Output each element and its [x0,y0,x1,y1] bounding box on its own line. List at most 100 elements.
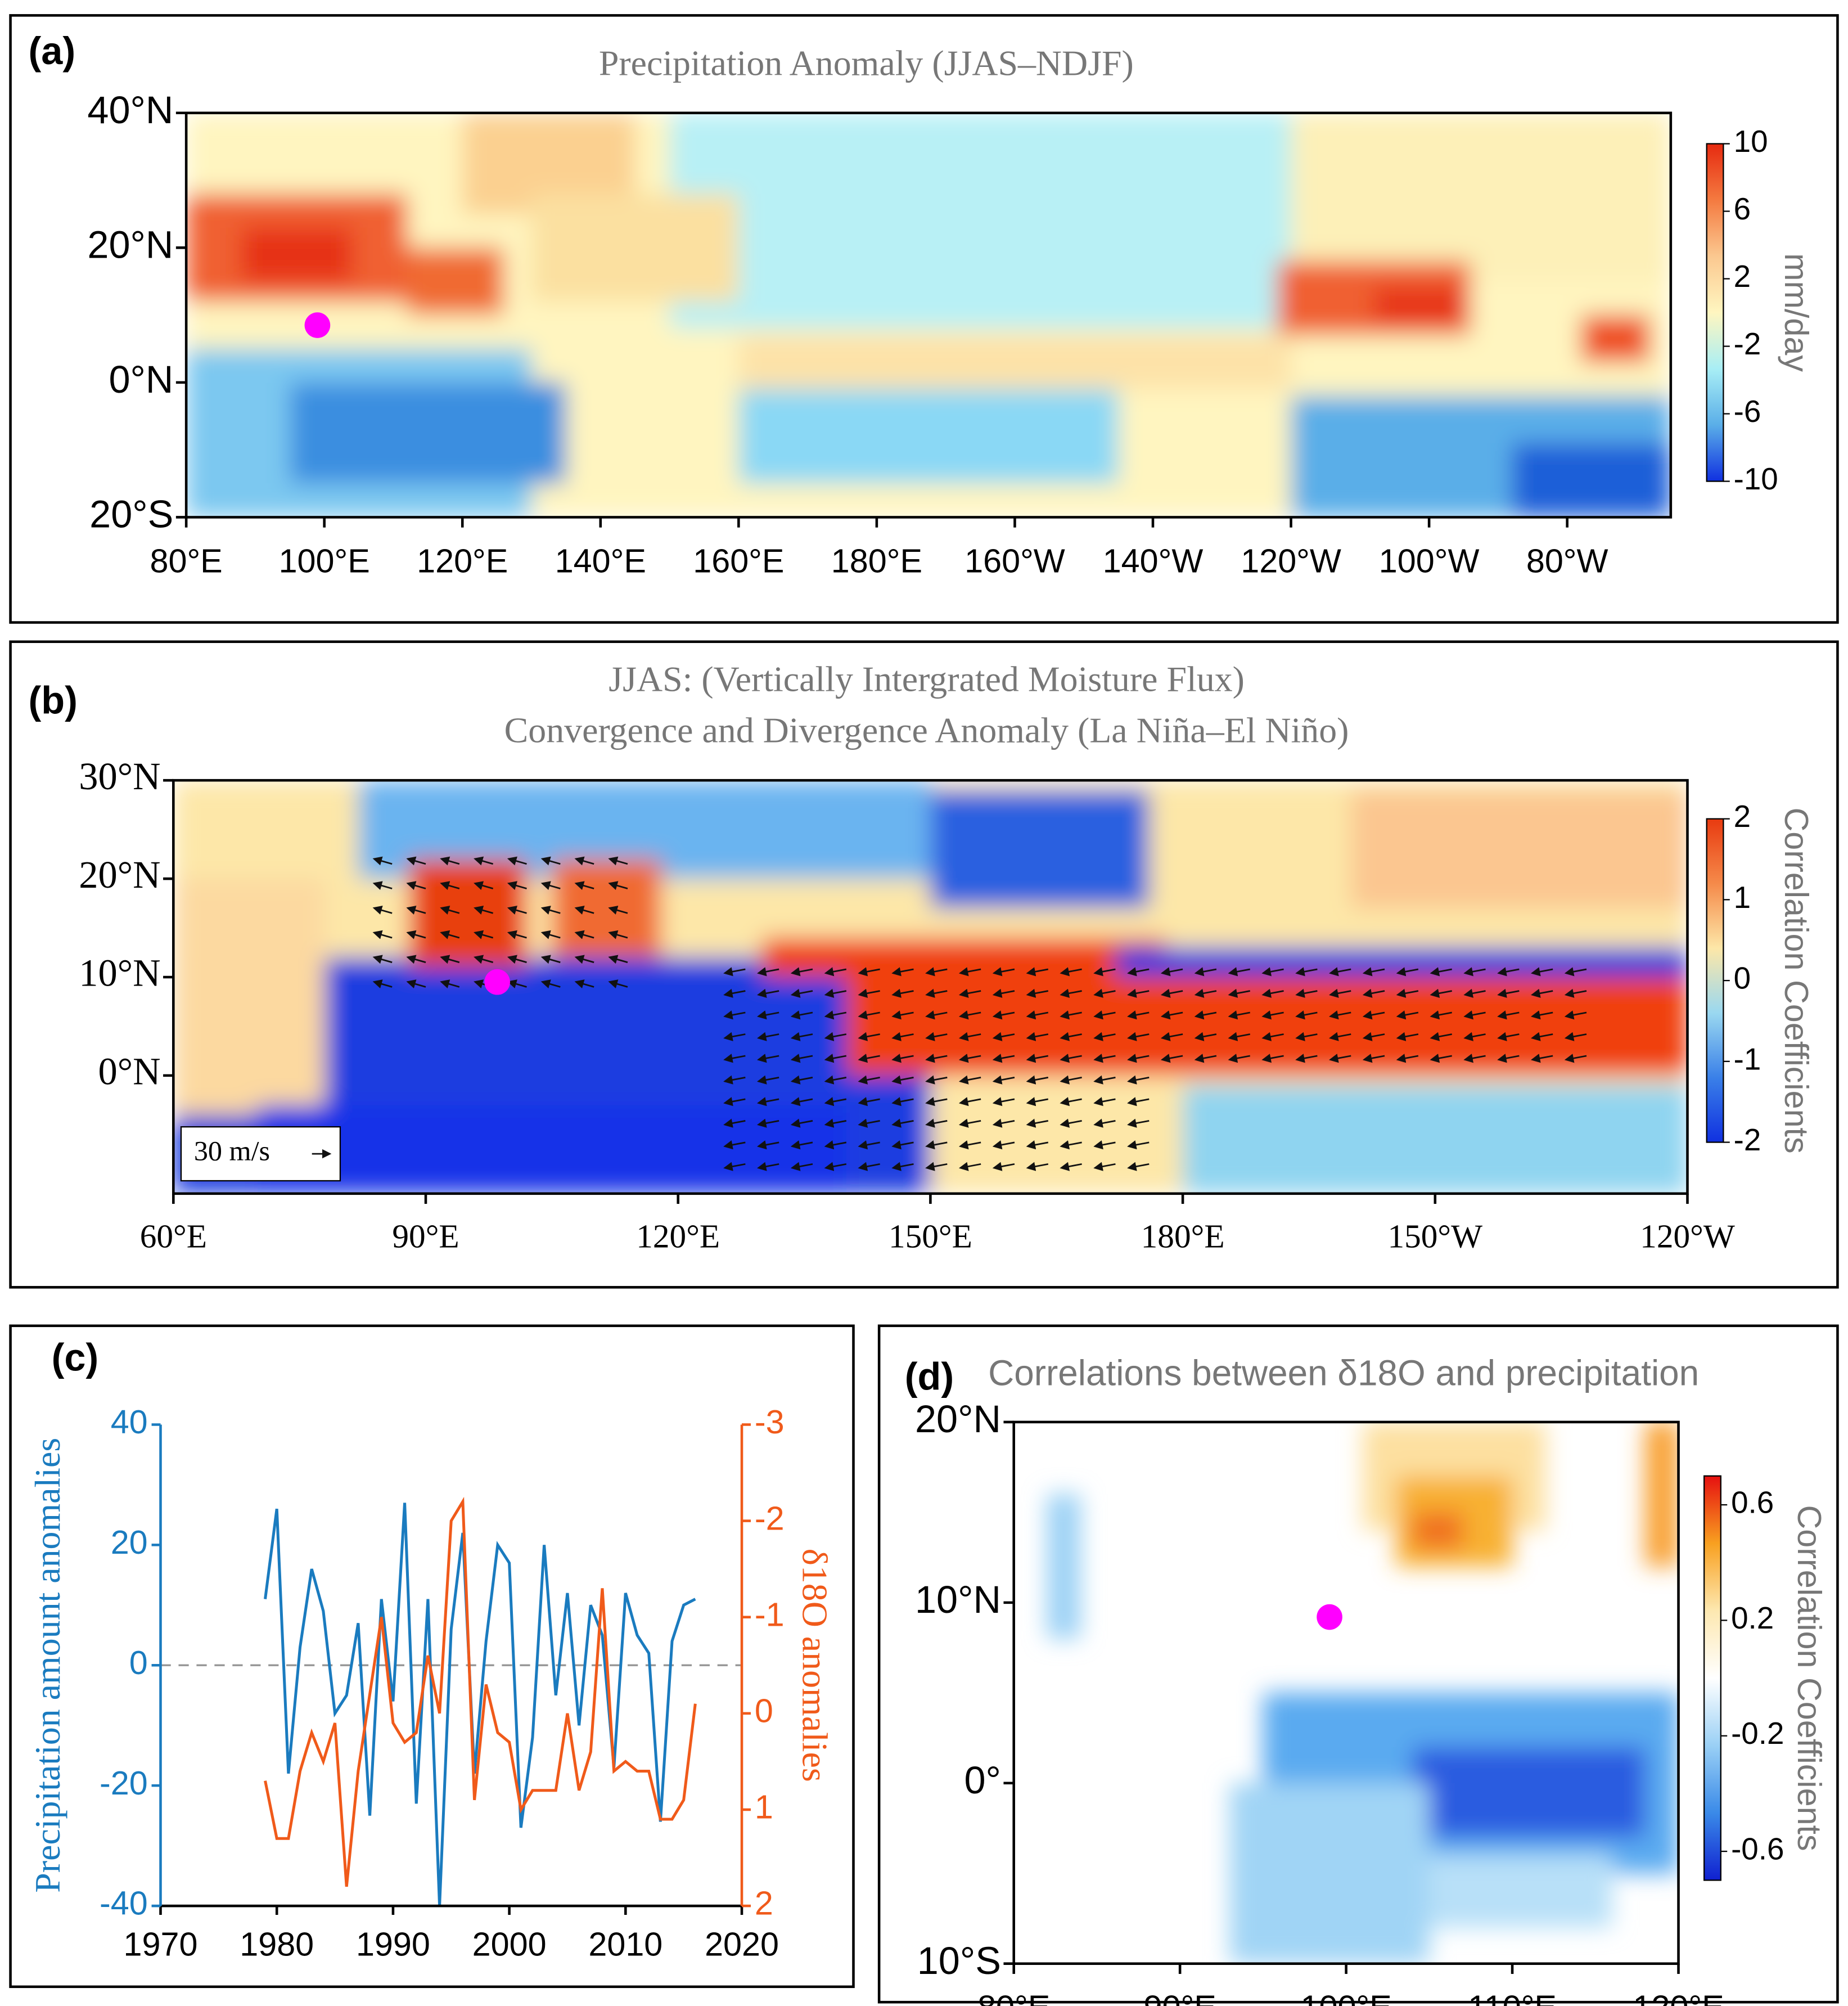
flux-arrow [992,1010,1015,1020]
flux-arrow [574,906,594,915]
flux-arrow [1026,1097,1049,1107]
colorbar-tick-label: -6 [1734,394,1761,429]
flux-arrow [1228,1054,1251,1063]
color-blobs [186,113,1671,518]
x-tick-label: 80°E [977,1989,1050,2006]
x-tick-label: 90°E [392,1218,459,1255]
panel-label: (c) [52,1335,99,1379]
flux-arrow [1194,1032,1217,1041]
y-tick-label: -20 [100,1764,148,1802]
flux-arrow [824,1118,847,1128]
flux-arrow [1396,1032,1419,1041]
plot-frame [184,111,1673,519]
y2-tick-label: 2 [755,1884,773,1922]
x-tick-label: 2000 [472,1926,547,1963]
flux-arrow [440,856,460,866]
flux-arrow [958,1010,981,1020]
color-field [186,113,1671,518]
flux-arrow [1295,1010,1318,1020]
flux-arrow [1093,1140,1116,1150]
y2-tick-label: -3 [755,1403,785,1441]
flux-arrow [858,967,880,977]
colorbar-tick-label: 6 [1734,191,1751,226]
color-blobs [173,780,1688,1194]
flux-arrow [507,881,527,890]
flux-arrow [507,930,527,939]
site-marker [1317,1604,1342,1630]
flux-arrow [608,856,628,866]
flux-arrow [406,979,426,989]
flux-arrow [723,967,746,977]
y2-tick-label: -1 [755,1595,785,1633]
colorbar-tick-label: -2 [1734,1122,1761,1157]
flux-arrow [756,1010,779,1020]
flux-arrow [891,1054,914,1063]
flux-arrow [1295,967,1318,977]
x-tick-label: 120°E [636,1218,720,1255]
flux-arrow [540,955,561,964]
flux-arrow [790,1075,813,1085]
flux-arrow [1026,967,1049,977]
flux-arrow [406,955,426,964]
flux-arrow [474,881,494,890]
x-tick-label: 160°W [964,542,1065,579]
flux-arrow [1060,1162,1082,1171]
flux-arrow [1530,1032,1553,1041]
flux-arrow [1026,1118,1049,1128]
field-patch [241,227,352,282]
colorbar-tick-label: 2 [1734,259,1751,294]
flux-arrow [1295,988,1318,998]
field-patch [531,194,739,302]
flux-arrow [756,967,779,977]
field-patch [1373,288,1464,322]
flux-arrow [1026,1010,1049,1020]
flux-arrow [824,988,847,998]
flux-arrow [440,955,460,964]
flux-arrow [992,967,1015,977]
chart-title: Correlations between δ18O and precipitat… [988,1353,1699,1393]
flux-arrow [723,1010,746,1020]
flux-arrow [958,1097,981,1107]
y-tick-label: 0 [129,1644,148,1681]
flux-arrow [1463,988,1486,998]
flux-arrow [507,955,527,964]
flux-arrow [474,930,494,939]
flux-arrow [1430,988,1452,998]
flux-arrow [1026,1054,1049,1063]
flux-arrow [1261,988,1284,998]
flux-arrow [1261,1032,1284,1041]
flux-arrow [1295,1054,1318,1063]
flux-arrow [756,1097,779,1107]
y-tick-label: 40 [111,1403,148,1441]
field-patch [1291,113,1671,282]
field-patch [1351,790,1688,908]
flux-arrow [1060,988,1082,998]
flux-arrow [1127,1097,1150,1107]
flux-arrow [1093,1118,1116,1128]
flux-arrow [574,955,594,964]
x-tick-label: 140°E [555,542,646,579]
field-patch [407,248,504,316]
flux-arrow [574,979,594,989]
flux-arrow [1228,1032,1251,1041]
x-tick-label: 150°W [1387,1218,1482,1255]
x-tick-label: 120°E [1633,1989,1724,2006]
flux-arrow [1463,1032,1486,1041]
flux-arrow [1127,1118,1150,1128]
flux-arrow [1430,1010,1452,1020]
flux-arrow [474,906,494,915]
flux-arrow [540,906,561,915]
x-tick-label: 100°E [279,542,370,579]
flux-arrow [858,988,880,998]
flux-arrow [891,1140,914,1150]
field-patch [1412,1747,1646,1838]
x-tick-label: 160°E [693,542,784,579]
flux-arrow [723,1054,746,1063]
y-tick-label: 20 [111,1523,148,1561]
flux-arrow [440,930,460,939]
flux-arrow [992,988,1015,998]
field-patch [738,375,1119,484]
flux-arrow [1060,1118,1082,1128]
flux-arrow [1228,988,1251,998]
flux-arrow [1093,988,1116,998]
